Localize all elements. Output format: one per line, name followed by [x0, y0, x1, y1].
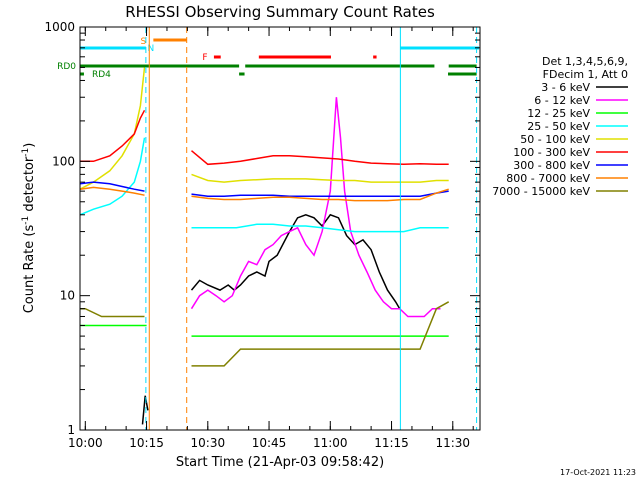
- legend: Det 1,3,4,5,6,9,FDecim 1, Att 03 - 6 keV…: [492, 55, 628, 198]
- flag-label-f: F: [202, 53, 207, 63]
- series-line-100-300-kev: [191, 150, 449, 166]
- series-lines: [79, 67, 450, 425]
- legend-entry-label: 100 - 300 keV: [513, 146, 590, 159]
- legend-entry-label: 800 - 7000 keV: [506, 172, 590, 185]
- series-line-100-300-kev: [80, 109, 146, 163]
- series-line-50-100-kev: [191, 173, 449, 183]
- legend-entry-label: 300 - 800 keV: [513, 159, 590, 172]
- series-line-25-50-kev: [79, 137, 146, 216]
- x-tick-label: 10:00: [68, 436, 103, 450]
- x-tick-label: 11:00: [313, 436, 348, 450]
- flag-label-n: N: [148, 44, 155, 54]
- flag-vertical-markers: [145, 27, 478, 430]
- axes: 1 10 100 1000 10:00 10:15 10:30 10:45 11:00 11:15…: [44, 20, 480, 450]
- x-tick-label: 11:30: [435, 436, 470, 450]
- x-axis-label: Start Time (21-Apr-03 09:58:42): [176, 455, 384, 470]
- series-line-25-50-kev: [191, 223, 449, 233]
- observing-flags: SN F RD0 RD4: [57, 37, 479, 80]
- x-tick-label: 10:30: [191, 436, 226, 450]
- x-tick-label: 10:15: [129, 436, 164, 450]
- flag-label-s: S: [140, 37, 146, 47]
- series-line-800-7000-kev: [191, 188, 449, 202]
- chart-title: RHESSI Observing Summary Count Rates: [125, 3, 435, 21]
- legend-entry-label: 50 - 100 keV: [520, 133, 590, 146]
- legend-header-line: Det 1,3,4,5,6,9,: [542, 55, 628, 68]
- y-tick-label: 100: [52, 154, 75, 168]
- y-tick-label: 1: [67, 423, 75, 437]
- x-tick-label: 11:15: [374, 436, 409, 450]
- series-line-800-7000-kev: [79, 186, 145, 196]
- series-line-3-6-kev: [141, 395, 149, 425]
- legend-entry-label: 12 - 25 keV: [527, 107, 590, 120]
- series-line-300-800-kev: [191, 190, 449, 197]
- timestamp: 17-Oct-2021 11:23: [560, 468, 636, 477]
- series-line-50-100-kev: [79, 67, 146, 190]
- legend-entry-label: 3 - 6 keV: [541, 81, 590, 94]
- flag-label-rd4: RD4: [92, 70, 111, 80]
- flag-label-rd0: RD0: [57, 62, 76, 72]
- y-tick-label: 10: [60, 289, 75, 303]
- series-line-3-6-kev: [190, 213, 401, 310]
- series-line-6-12-kev: [190, 97, 441, 318]
- legend-entry-label: 7000 - 15000 keV: [492, 185, 590, 198]
- x-tick-label: 10:45: [252, 436, 287, 450]
- y-axis-label: Count Rate (s-1 detector-1): [21, 143, 37, 314]
- legend-header-line: FDecim 1, Att 0: [543, 68, 628, 81]
- legend-entry-label: 25 - 50 keV: [527, 120, 590, 133]
- svg-text:Count Rate (s-1 detector-1): Count Rate (s-1 detector-1): [21, 143, 37, 314]
- legend-entry-label: 6 - 12 keV: [534, 94, 590, 107]
- y-tick-label: 1000: [44, 20, 75, 34]
- series-line-7000-15000-kev: [80, 307, 145, 318]
- series-line-300-800-kev: [79, 181, 145, 192]
- series-line-7000-15000-kev: [191, 301, 450, 367]
- plot-frame: [79, 26, 481, 431]
